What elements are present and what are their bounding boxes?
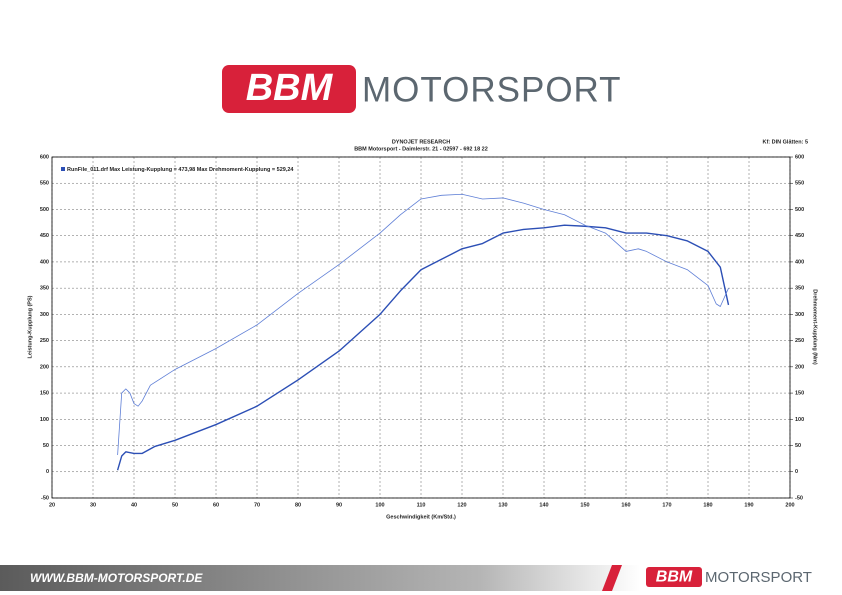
x-tick-label: 60 (213, 502, 219, 508)
legend-swatch (61, 167, 65, 171)
y2-tick-label: 100 (795, 417, 804, 423)
x-tick-label: 200 (785, 502, 794, 508)
y2-tick-label: 150 (795, 391, 804, 397)
y2-tick-label: 500 (795, 207, 804, 213)
y2-tick-label: 0 (795, 469, 798, 475)
x-tick-label: 50 (172, 502, 178, 508)
x-tick-label: 110 (417, 502, 426, 508)
y-tick-label: 150 (40, 391, 49, 397)
x-tick-label: 130 (498, 502, 507, 508)
footer-logo-box (646, 567, 702, 587)
x-tick-label: 70 (254, 502, 260, 508)
logo: BBM MOTORSPORT (222, 65, 622, 113)
footer-text: MOTORSPORT (705, 569, 812, 586)
footer-url: WWW.BBM-MOTORSPORT.DE (30, 571, 203, 585)
y-tick-label: 600 (40, 154, 49, 160)
x-tick-label: 160 (621, 502, 630, 508)
y2-axis-label: Drehmoment-Kupplung (Nm) (812, 289, 818, 365)
chart-subtitle: BBM Motorsport - Daimlerstr. 21 - 02597 … (354, 146, 488, 152)
y2-tick-label: 300 (795, 312, 804, 318)
y2-tick-label: -50 (795, 495, 803, 501)
y-tick-label: -50 (41, 495, 49, 501)
logo-brand: BBM (246, 67, 334, 109)
y-tick-label: 400 (40, 259, 49, 265)
y-tick-label: 500 (40, 207, 49, 213)
y2-tick-label: 400 (795, 259, 804, 265)
y2-tick-label: 200 (795, 364, 804, 370)
x-tick-label: 20 (49, 502, 55, 508)
chart-title: DYNOJET RESEARCH (392, 139, 450, 145)
x-axis-label: Geschwindigkeit (Km/Std.) (386, 514, 456, 520)
logo-text: MOTORSPORT (362, 70, 622, 109)
x-tick-label: 80 (295, 502, 301, 508)
x-tick-label: 190 (744, 502, 753, 508)
logo-box (222, 65, 356, 113)
x-tick-label: 120 (457, 502, 466, 508)
x-tick-label: 40 (131, 502, 137, 508)
y-tick-label: 100 (40, 417, 49, 423)
footer: WWW.BBM-MOTORSPORT.DE BBM MOTORSPORT (0, 565, 812, 591)
y-tick-label: 0 (46, 469, 49, 475)
x-tick-label: 180 (703, 502, 712, 508)
data-line (117, 193, 729, 456)
data-line (116, 224, 730, 471)
x-tick-label: 170 (662, 502, 671, 508)
x-tick-label: 100 (375, 502, 384, 508)
footer-slash (602, 565, 622, 591)
y2-tick-label: 250 (795, 338, 804, 344)
y2-tick-label: 600 (795, 154, 804, 160)
y-tick-label: 550 (40, 181, 49, 187)
y-tick-label: 450 (40, 233, 49, 239)
y2-tick-label: 450 (795, 233, 804, 239)
y-tick-label: 50 (43, 443, 49, 449)
plot-frame (51, 156, 791, 499)
y-tick-label: 200 (40, 364, 49, 370)
legend-text: RunFile_011.drf Max Leistung-Kupplung = … (67, 167, 294, 173)
y-axis-label: Leistung-Kupplung (PS) (27, 295, 33, 358)
x-tick-label: 90 (336, 502, 342, 508)
footer-brand: BBM (656, 569, 693, 586)
y2-tick-label: 350 (795, 286, 804, 292)
x-tick-label: 30 (90, 502, 96, 508)
y-tick-label: 350 (40, 286, 49, 292)
annotation: Kf: DIN Glätten: 5 (762, 139, 808, 145)
y-tick-label: 300 (40, 312, 49, 318)
y2-tick-label: 50 (795, 443, 801, 449)
footer-bar (0, 565, 640, 591)
plot: 20 30 40 50 60 70 80 90 100 110 120 130 140 150 160 170… (40, 154, 804, 508)
x-tick-label: 140 (539, 502, 548, 508)
y-tick-label: 250 (40, 338, 49, 344)
x-tick-label: 150 (580, 502, 589, 508)
y2-tick-label: 550 (795, 181, 804, 187)
